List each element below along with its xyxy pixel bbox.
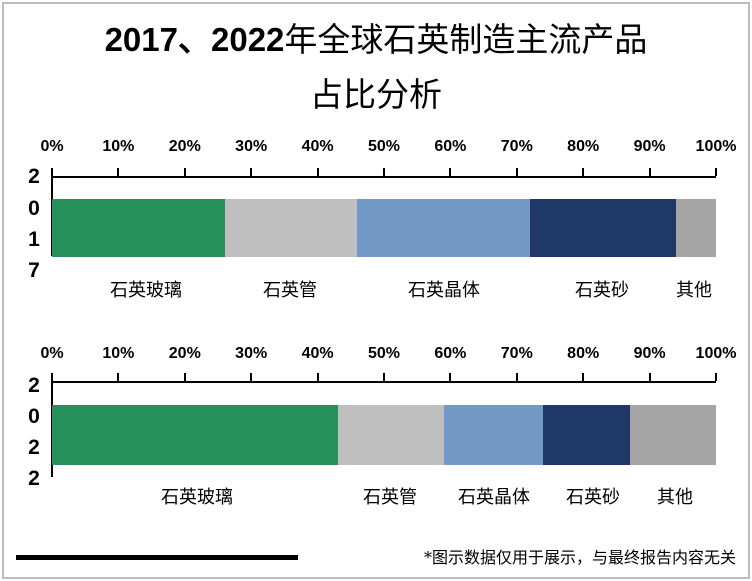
- y-axis-label-digit: 0: [28, 197, 40, 220]
- y-axis-label-digit: 1: [28, 228, 40, 251]
- x-tick-label: 60%: [434, 138, 467, 155]
- title-text: 年全球石英制造主流产品: [284, 20, 648, 59]
- x-tick-label: 100%: [695, 345, 737, 362]
- stacked-bar: [52, 405, 716, 465]
- x-tick-label: 80%: [567, 138, 600, 155]
- category-label: 石英砂: [575, 280, 629, 301]
- x-tick: [582, 168, 585, 176]
- stacked-bar: [52, 199, 716, 257]
- x-tick-label: 30%: [235, 138, 268, 155]
- x-axis-line: [52, 176, 716, 178]
- x-tick-label: 50%: [367, 345, 401, 362]
- x-tick: [383, 373, 385, 381]
- bar-segment: [676, 199, 716, 257]
- y-axis-label-digit: 0: [28, 405, 40, 428]
- x-tick-label: 30%: [235, 345, 268, 362]
- x-tick-label: 70%: [500, 345, 533, 362]
- y-axis-label-digit: 7: [28, 259, 40, 282]
- bar-segment: [629, 405, 716, 465]
- category-label: 石英晶体: [458, 487, 530, 508]
- x-tick-label: 50%: [367, 138, 401, 155]
- x-tick: [449, 168, 452, 176]
- chart-2017: 0% 10% 20% 30% 40% 50% 60% 70% 80% 90% 100% 2 0 1 7 石英玻…: [0, 136, 752, 336]
- category-label: 石英管: [263, 280, 317, 301]
- category-label: 石英晶体: [408, 280, 480, 301]
- x-tick: [582, 373, 585, 381]
- y-axis-label-digit: 2: [28, 165, 40, 188]
- x-tick: [715, 373, 717, 381]
- category-label: 石英管: [363, 487, 417, 508]
- x-tick: [648, 373, 651, 381]
- x-tick-label: 20%: [168, 345, 201, 362]
- category-label: 其他: [676, 280, 712, 301]
- y-axis-label-digit: 2: [28, 374, 40, 397]
- x-tick-label: 0%: [40, 345, 64, 362]
- bar-segment: [543, 405, 630, 465]
- x-tick: [316, 168, 319, 176]
- category-label: 石英砂: [566, 487, 620, 508]
- x-tick-label: 80%: [567, 345, 600, 362]
- bar-segment: [357, 199, 531, 257]
- x-tick: [515, 373, 518, 381]
- x-tick: [51, 168, 53, 176]
- x-axis-line: [52, 381, 716, 383]
- x-tick: [383, 168, 385, 176]
- x-tick: [117, 168, 120, 176]
- chart-title-line2: 占比分析: [310, 75, 442, 114]
- x-tick: [250, 373, 253, 381]
- bar-segment: [443, 405, 544, 465]
- x-tick: [316, 373, 319, 381]
- x-tick: [715, 168, 717, 176]
- x-tick: [250, 168, 253, 176]
- y-axis-label-digit: 2: [28, 436, 40, 459]
- bar-segment: [52, 199, 225, 257]
- x-tick: [449, 373, 452, 381]
- footer-divider: [16, 555, 298, 560]
- chart-title-line1: 2017、2022年全球石英制造主流产品: [0, 20, 752, 60]
- x-tick-label: 10%: [102, 138, 135, 155]
- x-tick: [183, 168, 186, 176]
- category-label: 石英玻璃: [161, 487, 233, 508]
- bar-segment: [337, 405, 444, 465]
- x-tick-label: 20%: [168, 138, 201, 155]
- title-years: 2017、2022: [104, 21, 285, 58]
- category-label: 其他: [657, 487, 693, 508]
- y-axis-label-digit: 2: [28, 467, 40, 490]
- x-tick: [51, 373, 53, 381]
- x-tick-label: 90%: [633, 345, 666, 362]
- x-tick-label: 90%: [633, 138, 666, 155]
- x-tick: [648, 168, 651, 176]
- footer-note: *图示数据仅用于展示，与最终报告内容无关: [423, 548, 736, 567]
- x-tick: [183, 373, 186, 381]
- category-label: 石英玻璃: [110, 280, 182, 301]
- x-tick-label: 40%: [301, 138, 334, 155]
- x-tick-label: 40%: [301, 345, 334, 362]
- x-tick-label: 70%: [500, 138, 533, 155]
- x-tick: [515, 168, 518, 176]
- x-tick-label: 0%: [40, 138, 64, 155]
- x-tick-label: 60%: [434, 345, 467, 362]
- x-tick: [117, 373, 120, 381]
- bar-segment: [224, 199, 358, 257]
- bar-segment: [530, 199, 677, 257]
- x-tick-label: 100%: [695, 138, 737, 155]
- bar-segment: [52, 405, 338, 465]
- chart-2022: 0% 10% 20% 30% 40% 50% 60% 70% 80% 90% 100% 2 0 2 2 石英玻…: [0, 343, 752, 543]
- x-tick-label: 10%: [102, 345, 135, 362]
